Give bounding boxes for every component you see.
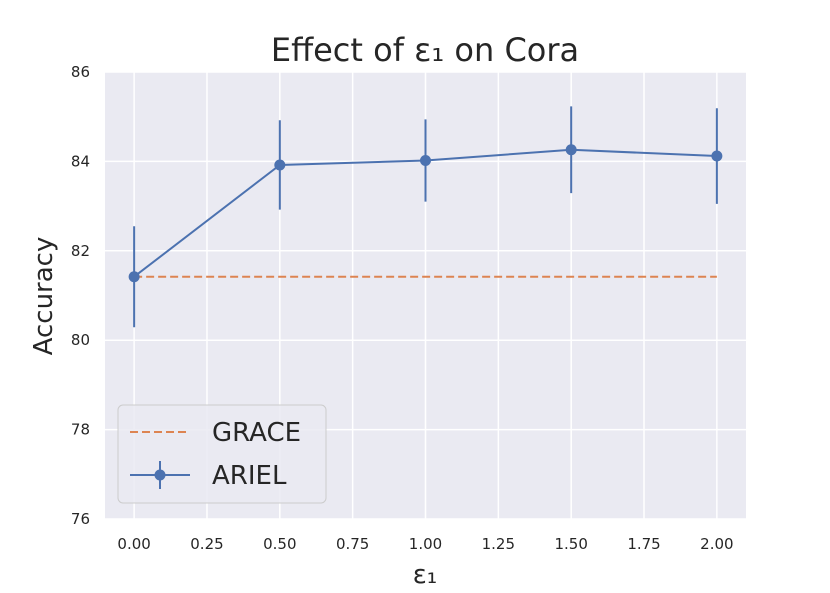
x-tick-label: 1.25: [482, 535, 515, 553]
y-axis-label: Accuracy: [29, 237, 59, 356]
y-tick-labels: 76 78 80 82 84 86: [71, 63, 90, 528]
x-tick-label: 1.00: [409, 535, 442, 553]
x-tick-label: 0.00: [117, 535, 150, 553]
ariel-point: [420, 155, 431, 167]
ariel-point: [565, 144, 577, 156]
y-tick-label: 80: [71, 331, 90, 349]
x-tick-label: 2.00: [700, 535, 733, 553]
x-axis-label: ε₁: [413, 560, 437, 590]
ariel-point: [128, 271, 140, 283]
y-tick-label: 86: [71, 63, 90, 81]
ariel-point: [274, 159, 286, 171]
y-tick-label: 78: [71, 421, 90, 439]
x-tick-label: 1.75: [627, 535, 660, 553]
x-tick-labels: 0.00 0.25 0.50 0.75 1.00 1.25 1.50 1.75 2.00: [117, 535, 733, 553]
x-tick-label: 1.50: [554, 535, 587, 553]
y-tick-label: 84: [71, 152, 90, 170]
x-tick-label: 0.75: [336, 535, 369, 553]
legend-label-ariel: ARIEL: [212, 461, 287, 491]
y-tick-label: 76: [71, 510, 90, 528]
y-tick-label: 82: [71, 242, 90, 260]
series-layer: [128, 106, 723, 328]
x-tick-label: 0.50: [263, 535, 296, 553]
legend: GRACE ARIEL: [117, 404, 327, 504]
legend-marker-ariel: [154, 469, 166, 481]
legend-box: [117, 404, 327, 504]
ariel-point: [711, 150, 723, 162]
legend-label-grace: GRACE: [212, 418, 301, 448]
chart-title: Effect of ε₁ on Cora: [271, 31, 579, 69]
x-tick-label: 0.25: [190, 535, 223, 553]
